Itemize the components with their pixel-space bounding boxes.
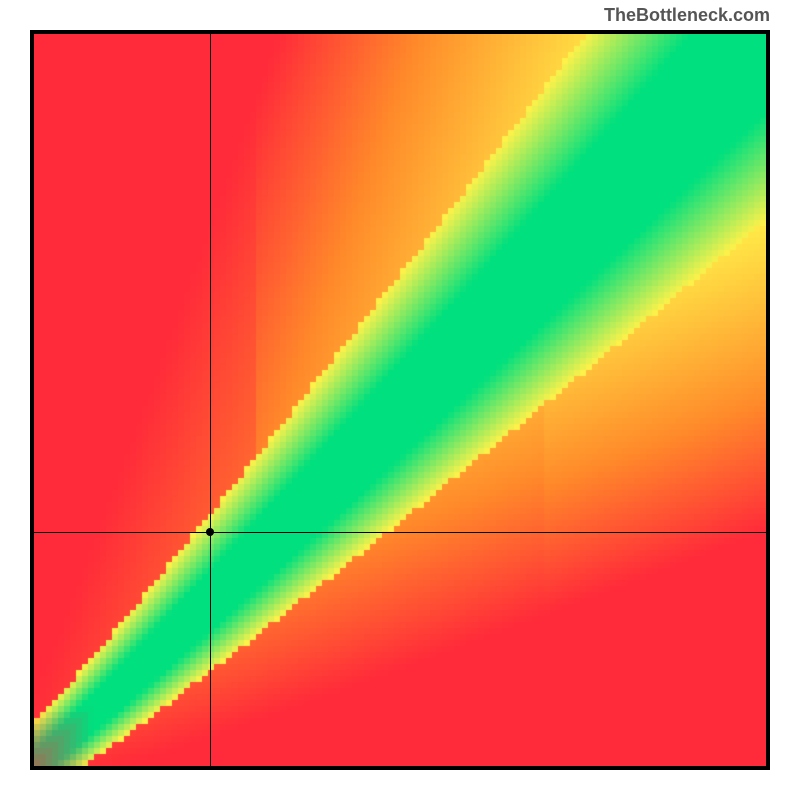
crosshair-vertical [210,34,211,766]
watermark-text: TheBottleneck.com [604,5,770,26]
data-point [206,528,214,536]
heatmap-canvas [34,34,766,766]
chart-frame [30,30,770,770]
crosshair-horizontal [34,532,766,533]
